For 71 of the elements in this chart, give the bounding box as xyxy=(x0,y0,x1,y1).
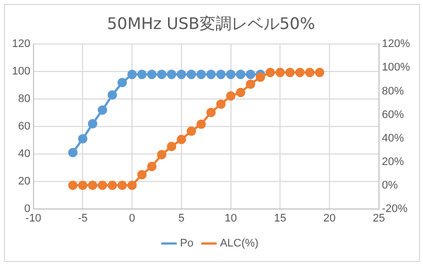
x-tick-label: 15 xyxy=(274,212,286,224)
point xyxy=(137,170,147,180)
point xyxy=(236,70,246,80)
point xyxy=(78,134,88,144)
point xyxy=(226,91,236,101)
point xyxy=(118,180,127,190)
point xyxy=(88,180,98,190)
point xyxy=(236,88,246,98)
point xyxy=(147,70,157,80)
point xyxy=(118,78,127,88)
x-tick-label: 10 xyxy=(224,212,237,224)
point xyxy=(216,99,226,109)
x-tick-label: -5 xyxy=(78,212,88,224)
point xyxy=(108,180,118,190)
y-tick-label: 100 xyxy=(12,66,30,78)
point xyxy=(127,180,137,190)
point xyxy=(78,180,88,190)
point xyxy=(275,68,285,78)
point xyxy=(98,105,108,115)
point xyxy=(256,72,266,82)
legend-label: Po xyxy=(180,238,194,250)
x-tick-label: 20 xyxy=(323,212,336,224)
point xyxy=(266,68,275,78)
point xyxy=(137,70,147,80)
y-tick-label: 20 xyxy=(18,175,30,188)
point xyxy=(68,180,78,190)
point xyxy=(246,79,256,89)
y-tick-label: 80 xyxy=(18,93,30,106)
point xyxy=(206,108,216,118)
y2-tick-label: 120% xyxy=(382,38,410,50)
point xyxy=(156,150,166,160)
point xyxy=(196,70,206,80)
point xyxy=(166,70,176,80)
point xyxy=(196,119,206,129)
x-tick-label: -10 xyxy=(25,212,42,224)
point xyxy=(305,68,314,78)
y-tick-label: 40 xyxy=(18,148,30,160)
y-tick-label: 120 xyxy=(12,38,30,50)
legend-label: ALC(%) xyxy=(220,238,258,250)
point xyxy=(216,70,226,80)
point xyxy=(285,68,295,78)
point xyxy=(156,70,166,80)
point xyxy=(226,70,236,80)
point xyxy=(206,70,216,80)
x-tick-label: 0 xyxy=(129,212,136,224)
x-tick-label: 5 xyxy=(178,212,184,224)
y2-tick-label: 60% xyxy=(382,108,404,121)
point xyxy=(295,68,305,78)
point xyxy=(176,134,186,144)
y2-tick-label: -20% xyxy=(382,202,408,215)
point xyxy=(176,70,186,80)
point xyxy=(246,70,256,80)
point xyxy=(98,180,108,190)
point xyxy=(68,148,78,158)
y-tick-label: 0 xyxy=(24,202,30,215)
point xyxy=(314,68,324,78)
point xyxy=(108,90,118,100)
point xyxy=(186,126,196,136)
y2-tick-label: 40% xyxy=(382,132,404,144)
y2-tick-label: 80% xyxy=(382,85,404,98)
point xyxy=(147,162,157,172)
y-tick-label: 60 xyxy=(18,120,30,133)
point xyxy=(127,70,137,80)
y2-tick-label: 100% xyxy=(382,62,410,74)
point xyxy=(88,119,98,128)
x-tick-label: 25 xyxy=(372,212,385,224)
point xyxy=(166,142,176,152)
chart-title: 50MHz USB変調レベル50% xyxy=(106,14,316,33)
y2-tick-label: 0% xyxy=(382,179,398,192)
point xyxy=(186,70,196,80)
y2-tick-label: 20% xyxy=(382,156,404,168)
